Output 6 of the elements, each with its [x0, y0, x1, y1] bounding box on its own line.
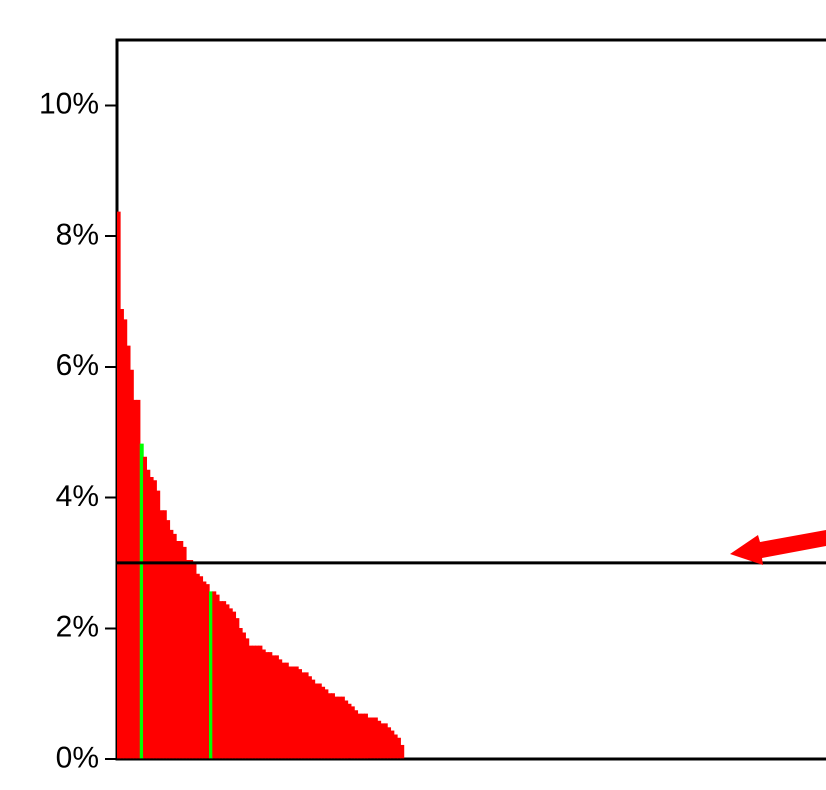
y-tick-label: 4%: [56, 480, 99, 513]
y-tick-label: 6%: [56, 349, 99, 382]
y-tick-label: 8%: [56, 218, 99, 252]
y-tick-label: 10%: [38, 88, 99, 121]
y-tick-label: 0%: [56, 741, 99, 774]
y-tick-label: 2%: [56, 610, 99, 644]
